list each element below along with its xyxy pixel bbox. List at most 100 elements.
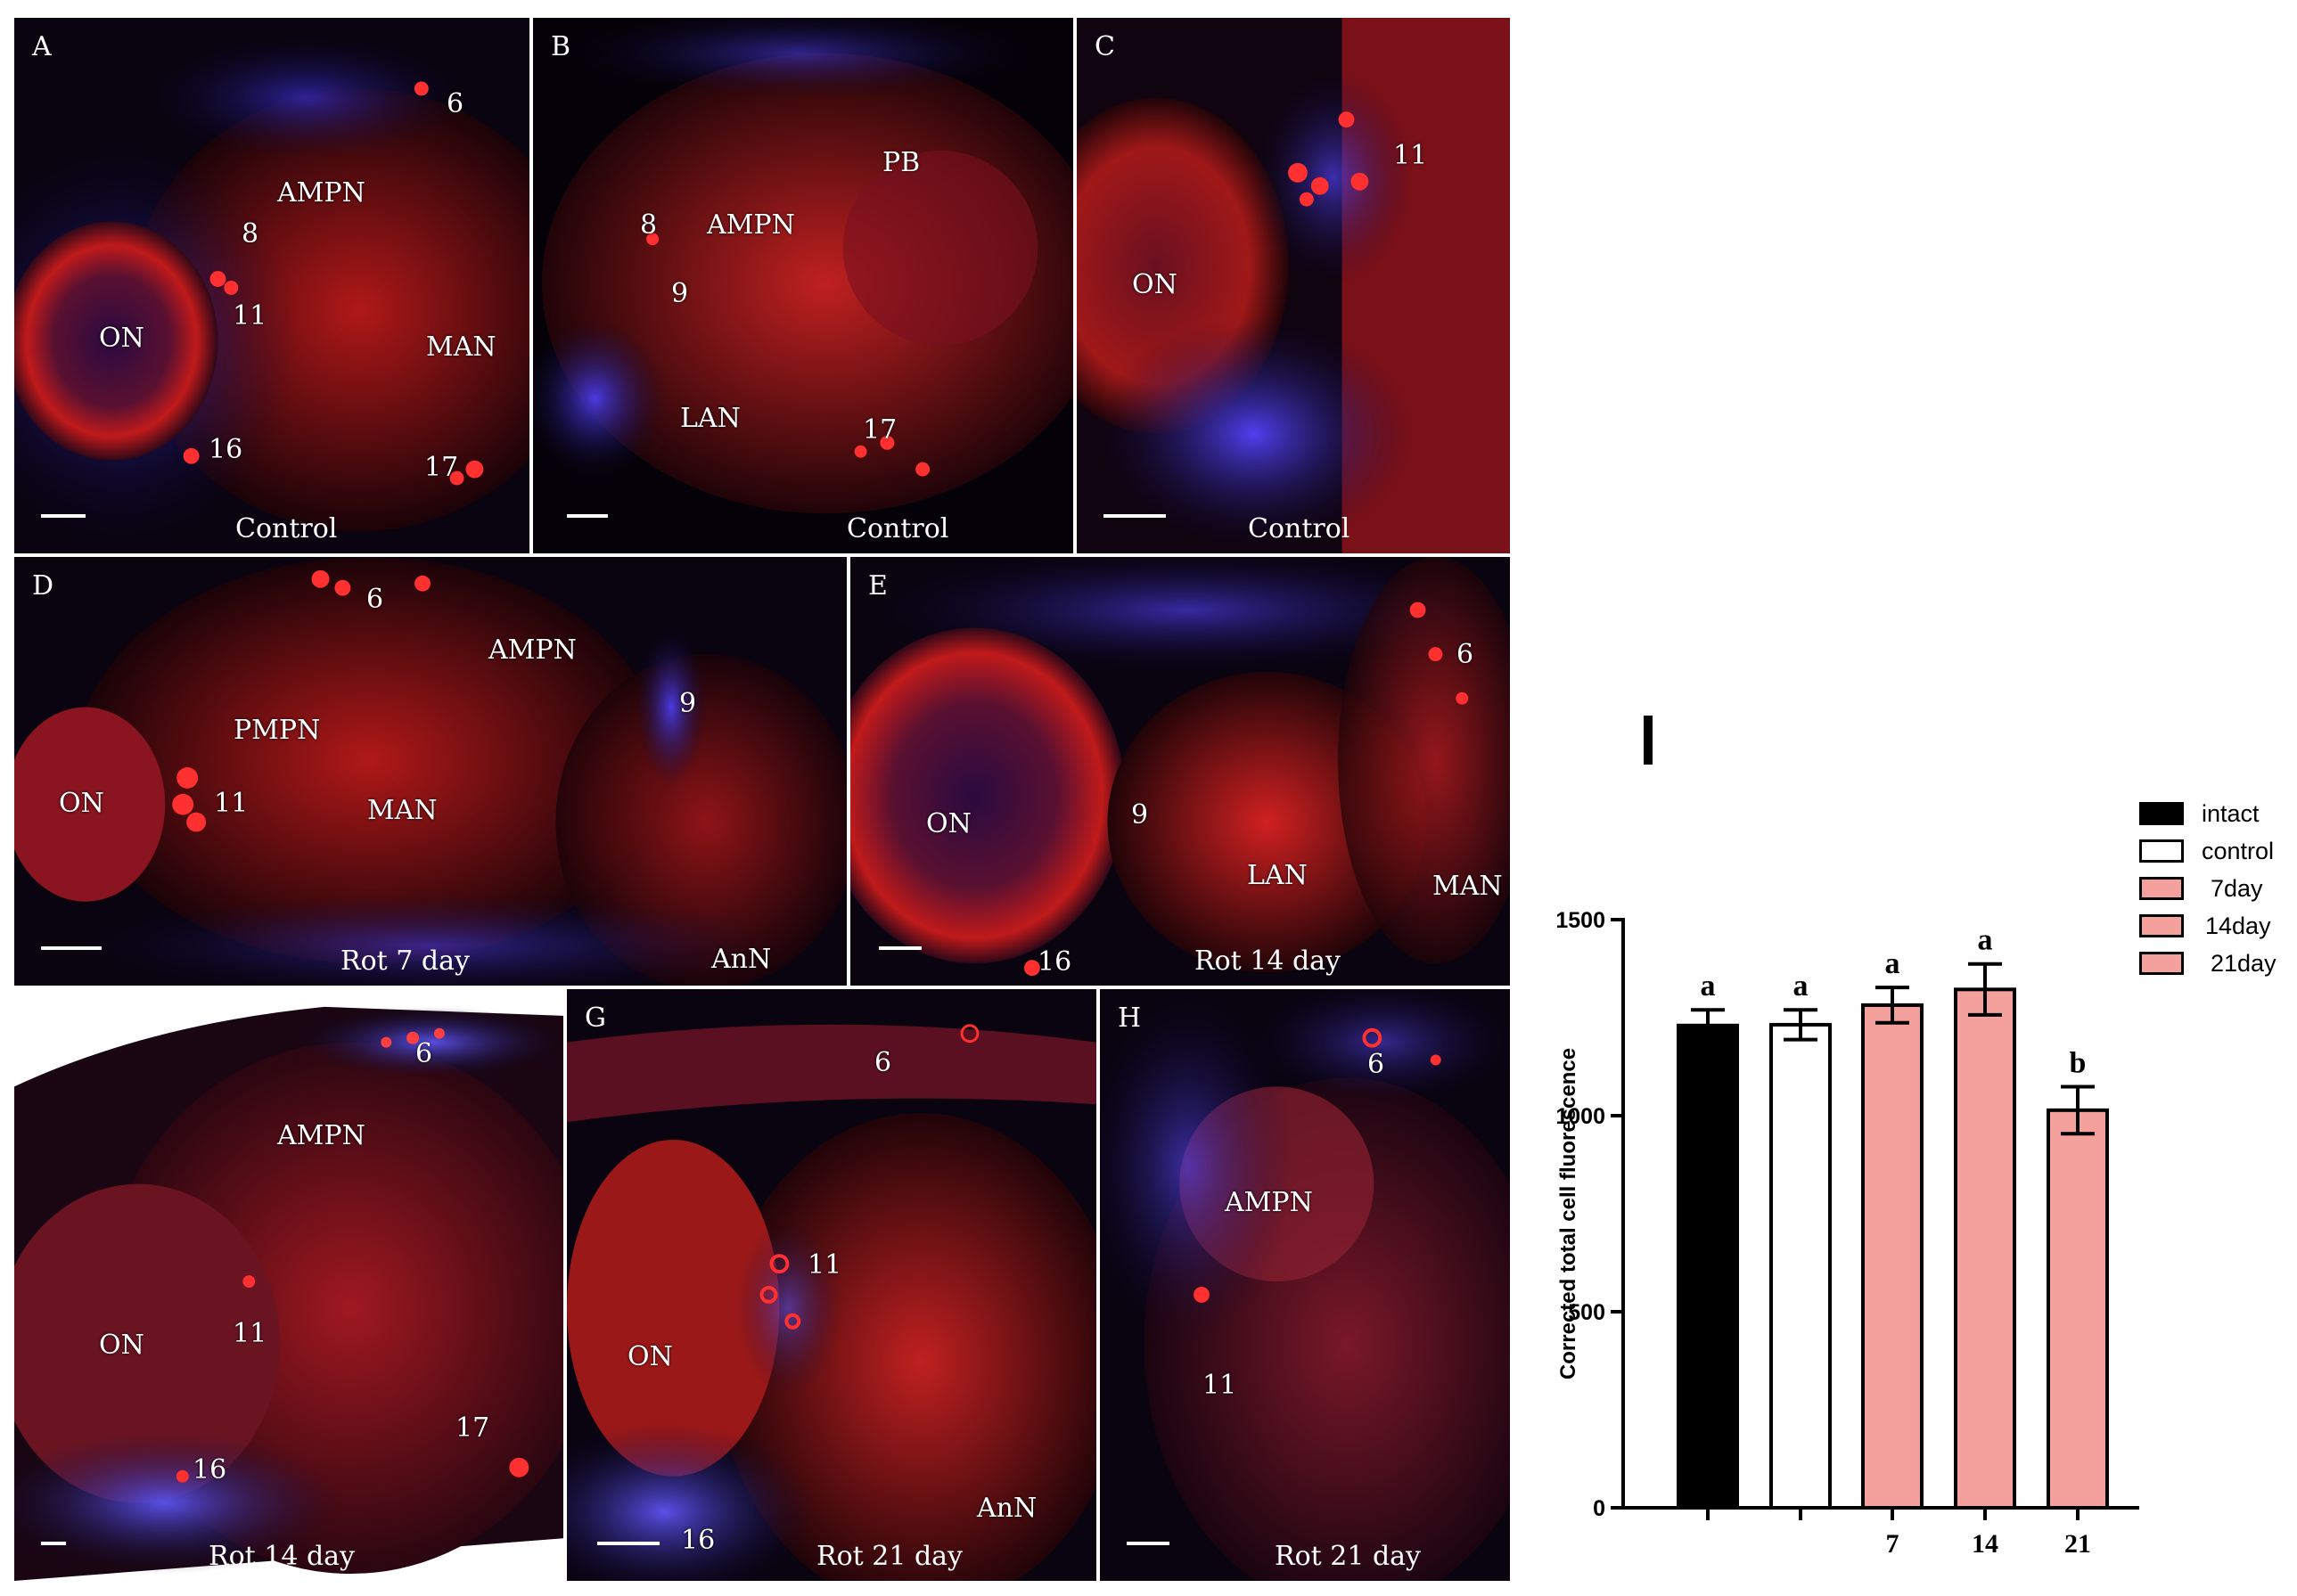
panel-a-image <box>14 18 529 553</box>
y-tick-label: 500 <box>1568 1300 1605 1325</box>
legend-label-control: control <box>2202 838 2275 864</box>
panel-g-image <box>567 989 1096 1581</box>
bar-3 <box>1861 1003 1924 1510</box>
panel-f-caption: Rot 14 day <box>209 1541 355 1572</box>
panel-letter-f: F <box>32 1003 51 1034</box>
panel-h-caption: Rot 21 day <box>1275 1541 1421 1572</box>
scale-bar <box>1127 1542 1169 1545</box>
panel-h-image <box>1100 989 1510 1581</box>
significance-label-4: a <box>1978 924 1993 957</box>
panel-g-label-5: 16 <box>681 1525 716 1556</box>
panel-letter-c: C <box>1095 31 1115 62</box>
panel-g-label-4: AnN <box>977 1493 1038 1524</box>
panel-h-label-2: AMPN <box>1225 1187 1313 1218</box>
micrograph-panel-h: H 6 AMPN 11 Rot 21 day <box>1098 987 1512 1583</box>
legend-label-21day: 21day <box>2211 950 2276 977</box>
legend-swatch-control <box>2139 839 2184 863</box>
panel-letter-a: A <box>32 31 52 62</box>
micrograph-panel-c: C 11 ON Control <box>1075 16 1512 555</box>
legend-label-7day: 7day <box>2211 875 2263 902</box>
panel-e-caption: Rot 14 day <box>1194 945 1341 977</box>
panel-c-label-2: ON <box>1132 269 1177 300</box>
panel-f-label-6: 16 <box>193 1454 227 1486</box>
panel-e-label-6: 16 <box>1038 946 1072 978</box>
y-axis-label: Corrected total cell fluorescence <box>1556 1048 1580 1379</box>
x-tick-label-4: 14 <box>1972 1529 1998 1559</box>
legend-label-14day: 14day <box>2205 913 2271 939</box>
legend-swatch-21day <box>2139 952 2184 975</box>
panel-letter-e: E <box>868 570 888 602</box>
bar-2 <box>1769 1022 1832 1510</box>
micrograph-panel-e: E 6 ON 9 LAN MAN 16 Rot 14 day <box>849 555 1512 987</box>
bar-1 <box>1677 1023 1739 1510</box>
x-tick-label-5: 21 <box>2064 1529 2091 1559</box>
panel-f-label-4: 11 <box>233 1318 267 1349</box>
panel-a-label-4: 11 <box>233 300 267 331</box>
panel-letter-i <box>1644 716 1653 765</box>
micrograph-panel-b: B PB 8 AMPN 9 LAN 17 Control <box>531 16 1075 555</box>
panel-e-label-5: MAN <box>1432 871 1503 902</box>
panel-c-label-1: 11 <box>1393 140 1428 171</box>
legend-swatch-intact <box>2139 802 2184 825</box>
panel-a-label-2: AMPN <box>277 177 365 209</box>
scale-bar <box>567 514 608 518</box>
panel-d-label-4: 9 <box>679 688 697 719</box>
y-tick-label: 0 <box>1593 1496 1605 1521</box>
panel-a-caption: Control <box>235 513 338 544</box>
x-tick-label-3: 7 <box>1886 1529 1899 1559</box>
panel-b-label-2: 8 <box>640 209 658 241</box>
panel-letter-b: B <box>551 31 571 62</box>
y-tick-label: 1500 <box>1555 908 1605 933</box>
panel-g-label-2: 11 <box>808 1249 842 1281</box>
scale-bar <box>597 1542 660 1545</box>
panel-c-caption: Control <box>1248 513 1350 544</box>
panel-b-label-1: PB <box>882 147 921 178</box>
bar-5 <box>2047 1108 2109 1510</box>
significance-label-5: b <box>2070 1046 2087 1079</box>
panel-d-label-2: AMPN <box>488 634 577 666</box>
panel-e-label-2: ON <box>926 808 972 839</box>
panel-d-label-1: 6 <box>366 584 384 615</box>
panel-letter-d: D <box>32 570 54 602</box>
micrograph-panel-f: F 6 AMPN ON 11 17 16 Rot 14 day <box>12 987 565 1583</box>
panel-f-label-5: 17 <box>455 1412 490 1444</box>
micrograph-panel-a: A 6 AMPN 8 11 ON MAN 16 17 Control <box>12 16 531 555</box>
panel-e-label-3: 9 <box>1131 799 1149 831</box>
panel-c-image <box>1077 18 1510 553</box>
panel-d-label-5: ON <box>59 788 104 819</box>
panel-f-label-1: 6 <box>415 1038 433 1069</box>
panel-a-label-1: 6 <box>447 88 464 119</box>
panel-e-label-1: 6 <box>1456 639 1474 670</box>
scale-bar <box>41 514 86 518</box>
scale-bar <box>41 946 102 950</box>
panel-g-caption: Rot 21 day <box>816 1541 963 1572</box>
panel-g-label-3: ON <box>628 1341 673 1372</box>
legend-swatch-7day <box>2139 877 2184 900</box>
panel-letter-g: G <box>585 1003 606 1034</box>
bar-4 <box>1954 987 2016 1510</box>
scale-bar <box>41 1542 66 1545</box>
scale-bar <box>879 946 922 950</box>
panel-e-image <box>850 557 1510 986</box>
panel-b-label-5: LAN <box>680 403 741 434</box>
significance-label-1: a <box>1701 970 1716 1003</box>
y-tick-label: 1000 <box>1555 1104 1605 1129</box>
panel-f-label-2: AMPN <box>277 1120 365 1151</box>
panel-d-label-8: AnN <box>711 944 772 975</box>
significance-label-3: a <box>1885 947 1900 980</box>
panel-f-label-3: ON <box>99 1330 144 1361</box>
panel-d-caption: Rot 7 day <box>340 945 470 977</box>
significance-label-2: a <box>1793 970 1809 1003</box>
panel-h-label-3: 11 <box>1202 1370 1237 1401</box>
micrograph-panel-g: G 6 11 ON AnN 16 Rot 21 day <box>565 987 1098 1583</box>
panel-d-label-7: MAN <box>367 795 438 826</box>
micrograph-panel-d: D 6 AMPN PMPN 9 ON 11 MAN AnN Rot 7 day <box>12 555 849 987</box>
panel-d-label-6: 11 <box>214 788 249 819</box>
panel-a-label-7: 16 <box>209 434 243 465</box>
scale-bar <box>1103 514 1166 518</box>
panel-d-image <box>14 557 847 986</box>
panel-a-label-6: MAN <box>426 331 496 363</box>
legend-swatch-14day <box>2139 914 2184 937</box>
panel-f-image <box>14 989 563 1581</box>
panel-b-label-4: 9 <box>671 278 689 309</box>
